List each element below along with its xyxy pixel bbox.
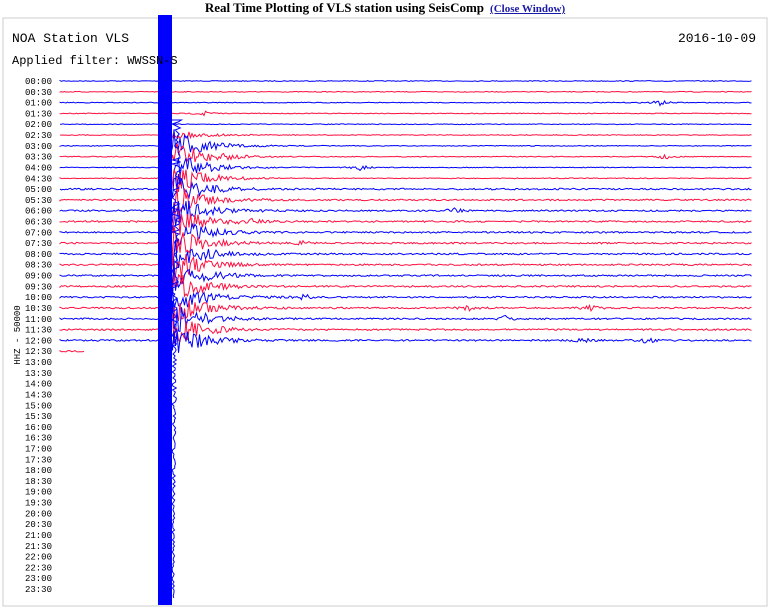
close-link[interactable]: (Close Window) — [490, 3, 566, 15]
trace — [59, 79, 752, 82]
trace — [59, 349, 85, 353]
time-label: 20:30 — [25, 520, 52, 530]
date: 2016-10-09 — [678, 31, 756, 46]
trace — [59, 128, 752, 140]
time-label: 05:30 — [25, 196, 52, 206]
time-label: 19:30 — [25, 499, 52, 509]
trace — [59, 90, 752, 93]
time-label: 14:00 — [25, 380, 52, 390]
time-label: 07:30 — [25, 239, 52, 249]
time-label: 03:00 — [25, 142, 52, 152]
time-label: 23:00 — [25, 574, 52, 584]
time-label: 19:00 — [25, 488, 52, 498]
time-label: 02:30 — [25, 131, 52, 141]
trace — [59, 300, 752, 322]
trace — [59, 259, 752, 291]
trace — [59, 110, 752, 117]
time-label: 02:00 — [25, 120, 52, 130]
time-label: 13:30 — [25, 369, 52, 379]
time-label: 16:00 — [25, 423, 52, 433]
time-label: 01:00 — [25, 99, 52, 109]
trace — [59, 206, 752, 236]
time-label: 17:30 — [25, 455, 52, 465]
trace — [59, 174, 752, 200]
trace — [59, 123, 752, 126]
trace — [59, 273, 752, 298]
time-label: 06:30 — [25, 218, 52, 228]
traces — [59, 15, 752, 605]
time-label: 04:00 — [25, 163, 52, 173]
time-label: 01:30 — [25, 109, 52, 119]
time-label: 22:30 — [25, 563, 52, 573]
time-label: 12:30 — [25, 347, 52, 357]
event-band — [158, 15, 172, 605]
trace — [59, 99, 752, 107]
plot-frame — [2, 17, 768, 607]
time-label: 21:30 — [25, 542, 52, 552]
title: Real Time Plotting of VLS station using … — [204, 0, 485, 15]
time-label: 03:30 — [25, 153, 52, 163]
time-label: 00:00 — [25, 77, 52, 87]
trace — [59, 129, 752, 153]
time-label: 22:00 — [25, 553, 52, 563]
time-labels: 00:0000:3001:0001:3002:0002:3003:0003:30… — [25, 77, 52, 595]
time-label: 11:30 — [25, 326, 52, 336]
station: NOA Station VLS — [12, 31, 129, 46]
time-label: 15:00 — [25, 401, 52, 411]
time-label: 23:30 — [25, 585, 52, 595]
time-label: 18:00 — [25, 466, 52, 476]
header: Real Time Plotting of VLS station using … — [0, 0, 770, 16]
time-label: 09:30 — [25, 282, 52, 292]
channel: HHZ - 50000 — [13, 305, 23, 364]
time-label: 13:00 — [25, 358, 52, 368]
time-label: 15:30 — [25, 412, 52, 422]
time-label: 17:00 — [25, 444, 52, 454]
event-coda — [170, 119, 184, 599]
time-label: 10:00 — [25, 293, 52, 303]
trace — [59, 330, 752, 353]
trace — [59, 300, 752, 334]
trace — [59, 200, 752, 229]
time-label: 16:30 — [25, 434, 52, 444]
time-label: 07:00 — [25, 228, 52, 238]
filter: Applied filter: WWSSN-S — [12, 54, 178, 68]
time-label: 20:00 — [25, 509, 52, 519]
time-label: 08:00 — [25, 250, 52, 260]
time-label: 00:30 — [25, 88, 52, 98]
time-label: 14:30 — [25, 390, 52, 400]
time-label: 08:30 — [25, 261, 52, 271]
time-label: 11:00 — [25, 315, 52, 325]
time-label: 09:00 — [25, 272, 52, 282]
time-label: 18:30 — [25, 477, 52, 487]
time-label: 04:30 — [25, 174, 52, 184]
time-label: 05:00 — [25, 185, 52, 195]
time-label: 12:00 — [25, 336, 52, 346]
trace — [59, 239, 752, 269]
trace — [59, 313, 752, 344]
trace — [59, 169, 752, 193]
time-label: 21:00 — [25, 531, 52, 541]
time-label: 10:30 — [25, 304, 52, 314]
time-label: 06:00 — [25, 207, 52, 217]
